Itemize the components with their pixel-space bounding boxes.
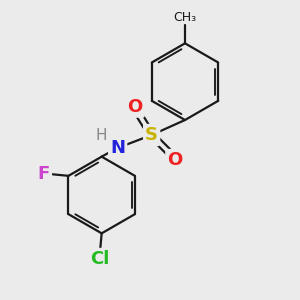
Text: H: H [96,128,107,143]
Text: S: S [145,126,158,144]
Text: O: O [167,151,183,169]
Text: Cl: Cl [90,250,110,268]
Text: CH₃: CH₃ [173,11,196,24]
Text: F: F [38,165,50,183]
Text: O: O [128,98,142,116]
Text: N: N [110,139,125,157]
